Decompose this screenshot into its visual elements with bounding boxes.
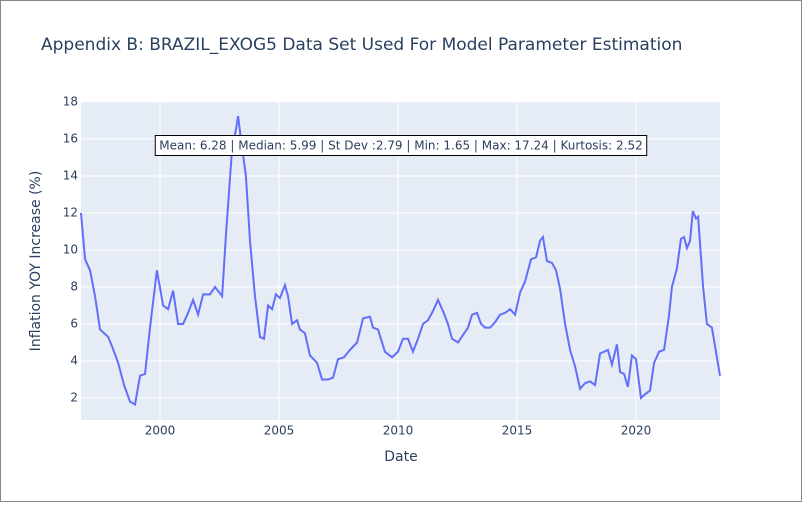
y-tick-label: 4	[70, 353, 78, 367]
x-axis-label: Date	[384, 449, 417, 465]
y-tick-label: 8	[70, 279, 78, 293]
y-tick-label: 18	[63, 94, 78, 108]
y-tick-label: 12	[63, 205, 78, 219]
y-axis-label: Inflation YOY Increase (%)	[28, 171, 44, 352]
x-tick-label: 2005	[264, 424, 295, 438]
line	[80, 115, 721, 407]
y-tick-label: 16	[63, 131, 78, 145]
y-tick-label: 2	[70, 390, 78, 404]
annotation-box	[154, 135, 648, 156]
y-tick-label: 6	[70, 316, 78, 330]
x-tick-label: 2015	[502, 424, 533, 438]
x-tick-label: 2000	[145, 424, 176, 438]
chart-title: Appendix B: BRAZIL_EXOG5 Data Set Used F…	[41, 35, 682, 55]
x-tick-label: 2020	[621, 424, 652, 438]
y-tick-label: 14	[63, 168, 78, 182]
y-tick-label: 10	[63, 242, 78, 256]
annotation: Mean: 6.28 | Median: 5.99 | St Dev :2.79…	[159, 139, 642, 153]
x-tick-label: 2010	[383, 424, 414, 438]
